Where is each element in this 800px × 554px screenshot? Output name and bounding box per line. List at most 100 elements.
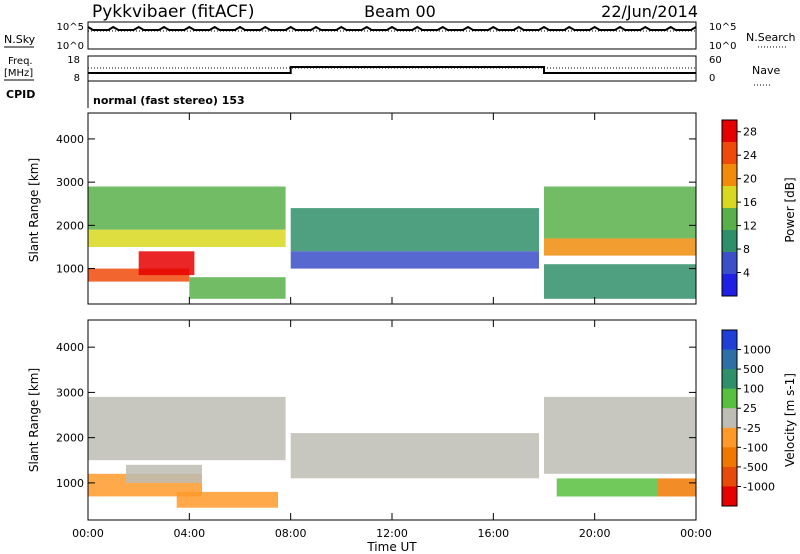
x-tick-label: 12:00 (376, 527, 408, 540)
velocity-y-tick-label: 2000 (56, 432, 84, 445)
velocity-y-tick-label: 4000 (56, 341, 84, 354)
power-colorbar-segment (722, 164, 737, 187)
power-colorbar-label: Power [dB] (783, 177, 797, 242)
x-axis-label: Time UT (366, 540, 417, 554)
x-tick-label: 08:00 (275, 527, 307, 540)
power-colorbar-ticks: 4 8 12 16 20 24 28 (737, 126, 757, 280)
velocity-colorbar-segment (722, 447, 737, 468)
power-colorbar-segment (722, 252, 737, 275)
velocity-data-layer (88, 396, 696, 508)
power-colorbar-frame (721, 119, 738, 297)
velocity-colorbar-segment (722, 408, 737, 429)
power-colorbar-segment (722, 142, 737, 165)
power-colorbar-segment (722, 230, 737, 253)
velocity-colorbar-tick-label: -500 (743, 461, 768, 474)
noise-sky-trace (87, 25, 697, 31)
power-colorbar-segment (722, 208, 737, 231)
velocity-colorbar-segment (722, 427, 737, 448)
velocity-colorbar-segment (722, 369, 737, 390)
velocity-y-axis-label: Slant Range [km] (27, 368, 41, 472)
freq-panel: Freq. [MHz] 18 8 60 0 Nave (4, 55, 780, 86)
velocity-colorbar-frame (721, 329, 738, 507)
velocity-colorbar-segment (722, 388, 737, 409)
power-y-axis-label: Slant Range [km] (27, 158, 41, 262)
power-scatter-region (544, 264, 696, 299)
velocity-colorbar-segment (722, 466, 737, 487)
power-scatter-region (290, 251, 539, 269)
power-colorbar (721, 119, 738, 297)
power-scatter-region (544, 238, 696, 256)
velocity-colorbar-tick-label: -1000 (743, 480, 775, 493)
nsky-tick-bottom: 10^0 (57, 41, 84, 52)
nsky-tick-top: 10^5 (57, 22, 84, 33)
nave-tick-top: 60 (709, 55, 722, 66)
power-colorbar-tick-label: 16 (743, 196, 757, 209)
velocity-colorbar-tick-label: -100 (743, 441, 768, 454)
power-colorbar-tick-label: 24 (743, 149, 757, 162)
power-y-axis: 1000 2000 3000 4000 (56, 133, 696, 276)
noise-panel-trace (87, 25, 697, 32)
nsearch-tick-bottom: 10^0 (709, 41, 736, 52)
velocity-scatter-region (658, 478, 696, 497)
velocity-y-tick-label: 1000 (56, 477, 84, 490)
power-colorbar-tick-label: 12 (743, 220, 757, 233)
power-colorbar-segment (722, 186, 737, 209)
freq-unit-label: [MHz] (4, 68, 33, 79)
freq-tick-top: 18 (67, 55, 80, 66)
x-tick-label: 00:00 (680, 527, 712, 540)
velocity-scatter-region (556, 478, 658, 497)
power-scatter-region (290, 208, 539, 252)
velocity-scatter-region (544, 396, 696, 474)
power-scatter-region (88, 229, 286, 247)
x-tick-label: 04:00 (173, 527, 205, 540)
nsky-label: N.Sky (4, 33, 36, 46)
power-colorbar-tick-label: 20 (743, 173, 757, 186)
power-colorbar-tick-label: 4 (743, 267, 750, 280)
velocity-colorbar-tick-label: 100 (743, 383, 764, 396)
freq-label: Freq. (8, 56, 33, 67)
date-title: 22/Jun/2014 (601, 2, 698, 21)
velocity-x-ticks (87, 320, 697, 520)
power-y-tick-label: 4000 (56, 133, 84, 146)
power-panel: 1000 2000 3000 4000 Slant Range [km] 4 8 12 16… (27, 112, 797, 305)
noise-panel: N.Sky 10^5 10^0 10^5 10^0 N.Search (4, 21, 796, 52)
velocity-y-axis: 1000 2000 3000 4000 (56, 341, 696, 490)
cpid-row: CPID normal (fast stereo) 153 (6, 81, 245, 108)
beam-title: Beam 00 (364, 2, 436, 21)
nsearch-label: N.Search (746, 31, 796, 44)
nave-tick-bottom: 0 (709, 73, 715, 84)
velocity-colorbar-tick-label: 500 (743, 363, 764, 376)
power-x-ticks (87, 113, 697, 304)
x-tick-label: 00:00 (72, 527, 104, 540)
velocity-y-tick-label: 3000 (56, 386, 84, 399)
velocity-colorbar-segment (722, 330, 737, 351)
velocity-scatter-region (290, 433, 539, 479)
velocity-scatter-region (126, 464, 202, 483)
power-colorbar-segment (722, 274, 737, 297)
power-colorbar-tick-label: 28 (743, 126, 757, 139)
velocity-colorbar-tick-label: 25 (743, 402, 757, 415)
velocity-colorbar-label: Velocity [m s-1] (783, 373, 797, 467)
power-y-tick-label: 2000 (56, 219, 84, 232)
freq-tick-bottom: 8 (74, 73, 80, 84)
noise-panel-frame (87, 21, 697, 50)
header: Pykkvibaer (fitACF) Beam 00 22/Jun/2014 (92, 2, 698, 22)
power-scatter-region (88, 186, 286, 230)
nsearch-tick-top: 10^5 (709, 22, 736, 33)
x-tick-label: 20:00 (579, 527, 611, 540)
velocity-scatter-region (88, 396, 286, 461)
power-scatter-region (189, 277, 286, 299)
freq-panel-trace (88, 66, 696, 74)
velocity-x-tick-labels: 00:00 04:00 08:00 12:00 16:00 20:00 00:00 (72, 527, 712, 540)
power-y-tick-label: 3000 (56, 176, 84, 189)
velocity-scatter-region (176, 491, 278, 508)
velocity-colorbar-ticks: 1000 500 100 25 -25 -100 -500 -1000 (737, 344, 775, 493)
power-scatter-region (138, 251, 195, 276)
power-scatter-region (544, 186, 696, 239)
power-data-layer (88, 186, 696, 299)
velocity-colorbar-segment (722, 486, 737, 507)
station-title: Pykkvibaer (fitACF) (92, 2, 254, 22)
x-tick-label: 16:00 (477, 527, 509, 540)
